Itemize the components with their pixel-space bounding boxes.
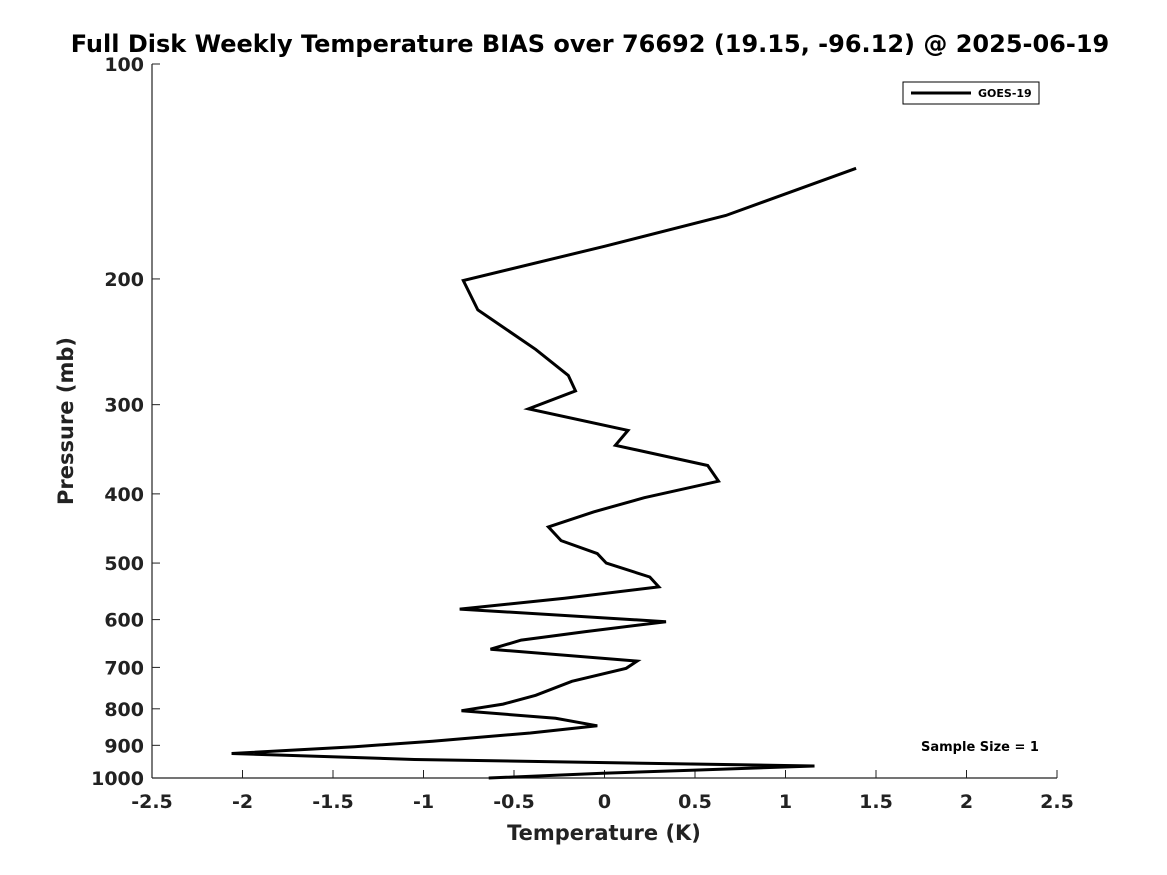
x-tick-label: -1 [413, 791, 434, 813]
y-tick-label: 600 [104, 610, 144, 632]
legend: GOES-19 [902, 81, 1040, 105]
y-tick-label: 200 [104, 269, 144, 291]
x-axis-label: Temperature (K) [507, 821, 701, 845]
x-axis-ticks: -2.5 -2 -1.5 -1 -0.5 0 0.5 1 1.5 2 2.5 [131, 770, 1074, 813]
legend-entry-goes-19: GOES-19 [978, 87, 1032, 100]
y-axis-label: Pressure (mb) [54, 337, 78, 505]
y-tick-label: 900 [104, 735, 144, 757]
series-line-goes-19 [231, 166, 857, 780]
y-tick-label: 500 [104, 553, 144, 575]
x-tick-label: 0 [598, 791, 611, 813]
y-tick-label: 800 [104, 699, 144, 721]
sample-size-annotation: Sample Size = 1 [921, 740, 1039, 755]
x-tick-label: 2.5 [1040, 791, 1074, 813]
y-tick-label: 300 [104, 395, 144, 417]
y-tick-label: 1000 [91, 768, 144, 790]
x-tick-label: -2 [232, 791, 253, 813]
x-tick-label: -2.5 [131, 791, 173, 813]
y-axis-ticks: 100 200 300 400 500 600 700 800 900 1000 [91, 54, 160, 790]
x-tick-label: 0.5 [678, 791, 712, 813]
x-tick-label: -0.5 [493, 791, 535, 813]
axes [151, 64, 1057, 779]
x-tick-label: 1.5 [859, 791, 893, 813]
y-tick-label: 100 [104, 54, 144, 76]
y-tick-label: 400 [104, 484, 144, 506]
series-layer [231, 166, 857, 780]
x-tick-label: 2 [960, 791, 973, 813]
y-tick-label: 700 [104, 657, 144, 679]
x-tick-label: -1.5 [312, 791, 354, 813]
x-tick-label: 1 [779, 791, 792, 813]
chart-title: Full Disk Weekly Temperature BIAS over 7… [71, 30, 1110, 58]
